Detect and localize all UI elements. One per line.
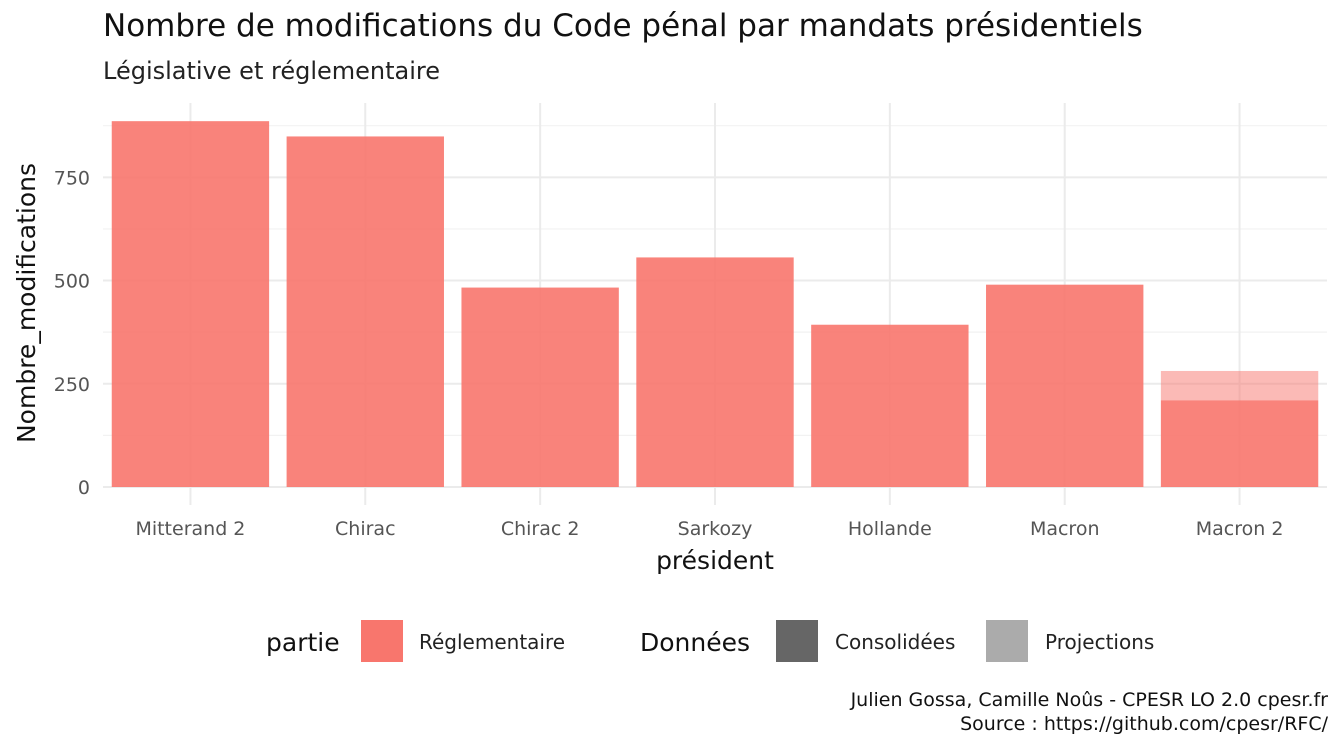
bar-consolidees: [636, 257, 794, 487]
y-tick-label: 0: [78, 477, 90, 499]
bar-consolidees: [1160, 400, 1319, 487]
x-axis-title: président: [656, 546, 774, 575]
bars-layer: [111, 121, 1319, 488]
legend-label-consolidees: Consolidées: [835, 630, 956, 654]
chart-subtitle: Législative et réglementaire: [103, 57, 440, 85]
x-tick-label: Chirac: [335, 518, 396, 540]
x-tick-label: Mitterand 2: [135, 518, 245, 540]
bar-projections: [1160, 370, 1319, 401]
bar-consolidees: [111, 121, 270, 488]
bar-consolidees: [286, 136, 444, 487]
y-tick-label: 250: [54, 374, 90, 396]
chart-title: Nombre de modifications du Code pénal pa…: [103, 8, 1143, 44]
legend-label-reglementaire: Réglementaire: [419, 630, 566, 654]
legend-label-projections: Projections: [1045, 630, 1155, 654]
x-tick-label: Macron 2: [1196, 518, 1284, 540]
legend-key-projections: [986, 620, 1028, 662]
legend-title-partie: partie: [266, 628, 340, 657]
bar-consolidees: [986, 284, 1144, 487]
caption-authors: Julien Gossa, Camille Noûs - CPESR LO 2.…: [850, 689, 1328, 711]
bar-chart: 0 250 500 750 Mitterand 2 Chirac Chirac 2 Sarko…: [12, 103, 1327, 575]
x-tick-label: Hollande: [848, 518, 932, 540]
x-tick-label: Macron: [1030, 518, 1100, 540]
caption: Julien Gossa, Camille Noûs - CPESR LO 2.…: [851, 688, 1328, 736]
bar-consolidees: [811, 324, 969, 487]
legend-title-donnees: Données: [640, 628, 751, 657]
ticks-layer: 0 250 500 750 Mitterand 2 Chirac Chirac 2 Sarko…: [54, 167, 1284, 540]
x-tick-label: Sarkozy: [678, 518, 753, 540]
bar-consolidees: [461, 287, 619, 487]
legend: partie Réglementaire Données Consolidées…: [0, 620, 1344, 664]
y-tick-label: 750: [54, 167, 90, 189]
y-axis-title: Nombre_modifications: [12, 163, 41, 443]
y-tick-label: 500: [54, 271, 90, 293]
legend-key-consolidees: [776, 620, 818, 662]
caption-source: Source : https://github.com/cpesr/RFC/: [960, 713, 1328, 735]
legend-key-reglementaire: [361, 620, 403, 662]
x-tick-label: Chirac 2: [501, 518, 580, 540]
